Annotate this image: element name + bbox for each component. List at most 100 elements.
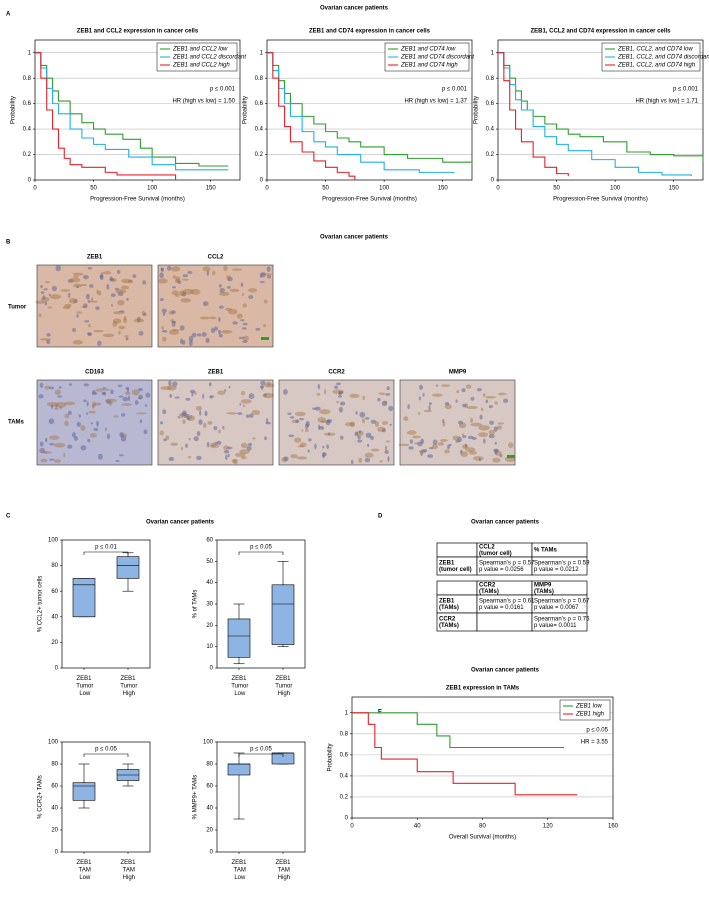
tissue-blob xyxy=(187,270,193,274)
tissue-blob xyxy=(386,386,390,391)
tissue-blob xyxy=(466,384,472,389)
tissue-blob xyxy=(110,389,114,395)
tissue-blob xyxy=(237,412,243,415)
tissue-blob xyxy=(112,318,122,324)
ihc-image xyxy=(157,264,274,348)
table-cell xyxy=(531,556,588,576)
tissue-blob xyxy=(209,395,215,398)
tissue-blob xyxy=(308,438,312,442)
tissue-blob xyxy=(204,410,208,417)
legend-label: ZEB1 high xyxy=(575,712,605,718)
tissue-blob xyxy=(121,285,130,290)
tissue-blob xyxy=(248,288,258,293)
tissue-blob xyxy=(370,448,380,452)
tissue-blob xyxy=(159,298,164,302)
tissue-blob xyxy=(122,396,129,402)
tissue-blob xyxy=(251,409,261,416)
x-axis-label: Progression-Free Survival (months) xyxy=(553,197,648,203)
tissue-blob xyxy=(91,403,95,409)
tissue-blob xyxy=(196,431,201,437)
tissue-blob xyxy=(185,413,190,420)
tissue-blob xyxy=(131,389,140,396)
x-tick-label: 150 xyxy=(206,186,217,192)
tissue-blob xyxy=(461,388,466,393)
tissue-blob xyxy=(219,287,225,293)
tissue-blob xyxy=(301,429,304,432)
tissue-blob xyxy=(365,417,370,420)
x-axis-label: Progression-Free Survival (months) xyxy=(322,197,417,203)
tissue-blob xyxy=(181,278,189,281)
y-tick-label: 0.6 xyxy=(23,101,32,107)
survival-curve xyxy=(35,52,177,180)
tissue-blob xyxy=(384,449,389,455)
image-label: ZEB1 xyxy=(87,255,103,261)
y-tick-label: 0 xyxy=(345,816,349,822)
y-tick-label: 100 xyxy=(48,740,59,746)
tissue-blob xyxy=(49,435,60,440)
tissue-blob xyxy=(220,330,233,334)
tissue-blob xyxy=(145,392,151,398)
y-tick-label: 0.2 xyxy=(23,152,32,158)
x-tick-label: ZEB1 Tumor Low xyxy=(75,676,94,697)
tissue-blob xyxy=(85,293,90,300)
image-label: CD163 xyxy=(85,370,104,376)
tissue-blob xyxy=(222,425,225,430)
tissue-blob xyxy=(418,396,421,401)
tissue-blob xyxy=(177,416,181,419)
panel-header: Ovarian cancer patients xyxy=(471,668,540,674)
tissue-blob xyxy=(359,411,366,418)
significance-bracket xyxy=(238,753,284,757)
tissue-blob xyxy=(48,386,55,390)
tissue-blob xyxy=(76,285,80,288)
tissue-blob xyxy=(227,453,230,458)
annotation: HR (high vs low) = 1.50 xyxy=(172,99,235,105)
tissue-blob xyxy=(187,456,192,459)
tissue-blob xyxy=(228,385,231,389)
annotation: p ≤ 0.05 xyxy=(95,747,117,753)
tissue-blob xyxy=(336,400,339,404)
tissue-blob xyxy=(202,393,205,400)
box xyxy=(116,556,140,579)
tissue-blob xyxy=(233,458,238,465)
table-cell-text: CCR2 xyxy=(479,582,496,588)
tissue-blob xyxy=(428,447,434,450)
y-tick-label: 1 xyxy=(28,50,32,56)
table-cell-text: MMP9 xyxy=(534,582,552,588)
y-tick-label: 0.4 xyxy=(340,773,349,779)
tissue-blob xyxy=(240,399,252,404)
tissue-blob xyxy=(202,301,209,307)
tissue-blob xyxy=(364,457,371,463)
tissue-blob xyxy=(437,442,444,446)
tissue-blob xyxy=(182,419,186,424)
tissue-blob xyxy=(461,435,467,438)
plot-frame xyxy=(216,741,306,853)
tissue-blob xyxy=(100,274,104,281)
y-tick-label: 30 xyxy=(206,602,213,608)
scale-bar xyxy=(261,337,269,340)
y-axis-label: Probability xyxy=(11,96,17,124)
y-tick-label: 80 xyxy=(206,762,213,768)
legend-label: ZEB1 and CD74 high xyxy=(400,63,458,69)
tissue-blob xyxy=(466,405,478,410)
tissue-blob xyxy=(493,426,498,432)
tissue-blob xyxy=(80,425,86,431)
tissue-blob xyxy=(109,401,113,406)
tissue-blob xyxy=(377,426,386,433)
y-tick-label: 40 xyxy=(51,806,58,812)
tissue-blob xyxy=(121,413,126,417)
y-tick-label: 50 xyxy=(206,559,213,565)
tissue-blob xyxy=(210,442,216,447)
plot-frame xyxy=(351,696,614,819)
tissue-blob xyxy=(288,434,295,438)
tissue-blob xyxy=(63,452,66,458)
tissue-blob xyxy=(114,287,120,291)
tissue-blob xyxy=(209,444,220,449)
tissue-blob xyxy=(409,439,414,444)
y-tick-label: 80 xyxy=(51,762,58,768)
tissue-blob xyxy=(338,406,343,413)
tissue-blob xyxy=(227,277,230,281)
tissue-blob xyxy=(162,409,167,415)
tissue-blob xyxy=(485,396,497,399)
tissue-blob xyxy=(307,449,310,453)
tissue-blob xyxy=(478,425,491,431)
